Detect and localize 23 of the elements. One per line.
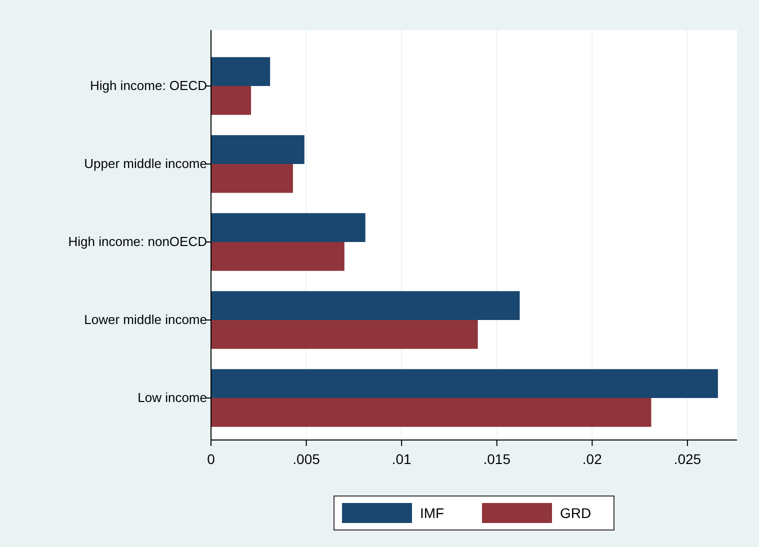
y-tick-label: Lower middle income [84,312,207,327]
bar [211,242,344,271]
x-tick-label: 0 [207,451,216,467]
legend-label: GRD [560,505,592,521]
y-tick-label: Upper middle income [84,156,207,171]
bar [211,369,718,398]
y-tick-label: Low income [138,390,207,405]
x-tick-label: .025 [674,451,702,467]
bar [211,291,520,320]
bar [211,213,366,242]
bar [211,135,304,164]
x-tick-label: .02 [582,451,602,467]
bar [211,164,293,193]
x-tick-label: .005 [292,451,320,467]
bar [211,320,478,349]
x-tick-label: .01 [392,451,412,467]
x-tick-label: .015 [483,451,511,467]
y-tick-label: High income: nonOECD [68,234,207,249]
legend-label: IMF [420,505,444,521]
bar [211,398,652,427]
bar [211,86,252,115]
y-tick-label: High income: OECD [90,78,207,93]
bar [211,57,270,86]
